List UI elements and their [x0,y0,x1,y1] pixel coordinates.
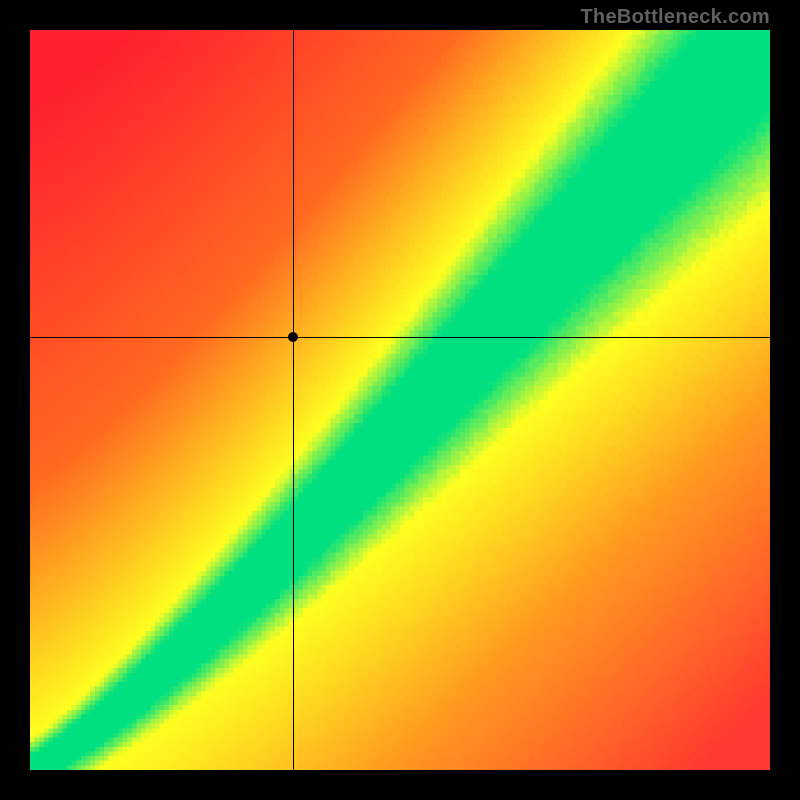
crosshair-horizontal [30,337,770,338]
plot-area [30,30,770,770]
bottleneck-heatmap [30,30,770,770]
watermark-text: TheBottleneck.com [580,6,770,29]
crosshair-vertical [293,30,294,770]
crosshair-marker [288,332,298,342]
